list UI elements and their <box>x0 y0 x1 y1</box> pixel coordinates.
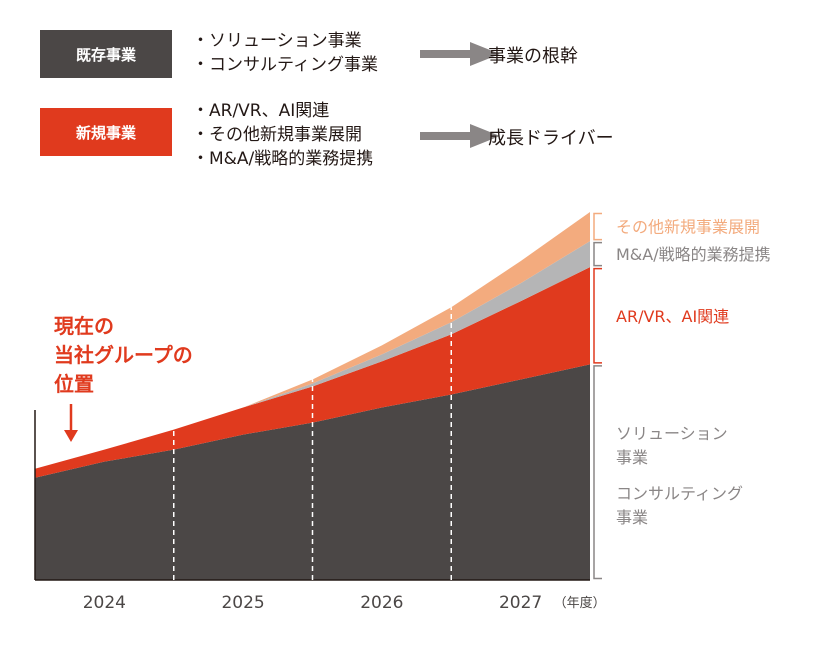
series-bracket <box>593 267 602 364</box>
list-item: その他新規事業展開 <box>192 123 373 147</box>
area-series-1 <box>35 267 590 478</box>
current-position-annotation: 現在の <box>54 314 114 338</box>
x-tick-label: 2025 <box>221 593 264 613</box>
right-arrow-icon <box>420 124 500 148</box>
series-label: AR/VR、AI関連 <box>616 307 729 326</box>
existing-business-badge: 既存事業 <box>40 30 172 78</box>
existing-business-list: ソリューション事業 コンサルティング事業 <box>192 29 378 77</box>
x-tick-label: 2027 <box>499 593 542 613</box>
list-item: AR/VR、AI関連 <box>192 99 373 123</box>
list-item: M&A/戦略的業務提携 <box>192 147 373 171</box>
series-label: その他新規事業展開 <box>616 218 760 237</box>
series-label: ソリューション <box>616 424 728 443</box>
new-business-role: 成長ドライバー <box>488 128 614 149</box>
list-item: ソリューション事業 <box>192 29 378 53</box>
current-position-annotation: 位置 <box>54 372 94 396</box>
x-tick-label: 2024 <box>83 593 126 613</box>
new-business-badge: 新規事業 <box>40 108 172 156</box>
series-label: M&A/戦略的業務提携 <box>616 245 771 264</box>
right-arrow-icon <box>420 42 500 66</box>
list-item: コンサルティング事業 <box>192 53 378 77</box>
x-axis-unit: （年度） <box>554 595 606 611</box>
series-bracket <box>593 241 602 267</box>
series-bracket <box>593 212 602 241</box>
series-label: コンサルティング <box>616 484 743 503</box>
existing-business-role: 事業の根幹 <box>488 46 578 67</box>
current-position-annotation: 当社グループの <box>54 343 193 367</box>
area-series-0 <box>35 364 590 580</box>
series-label: 事業 <box>616 508 648 527</box>
down-arrow-icon <box>64 430 78 442</box>
series-label: 事業 <box>616 448 648 467</box>
series-bracket <box>593 365 602 580</box>
new-business-list: AR/VR、AI関連 その他新規事業展開 M&A/戦略的業務提携 <box>192 99 373 171</box>
x-tick-label: 2026 <box>360 593 403 613</box>
